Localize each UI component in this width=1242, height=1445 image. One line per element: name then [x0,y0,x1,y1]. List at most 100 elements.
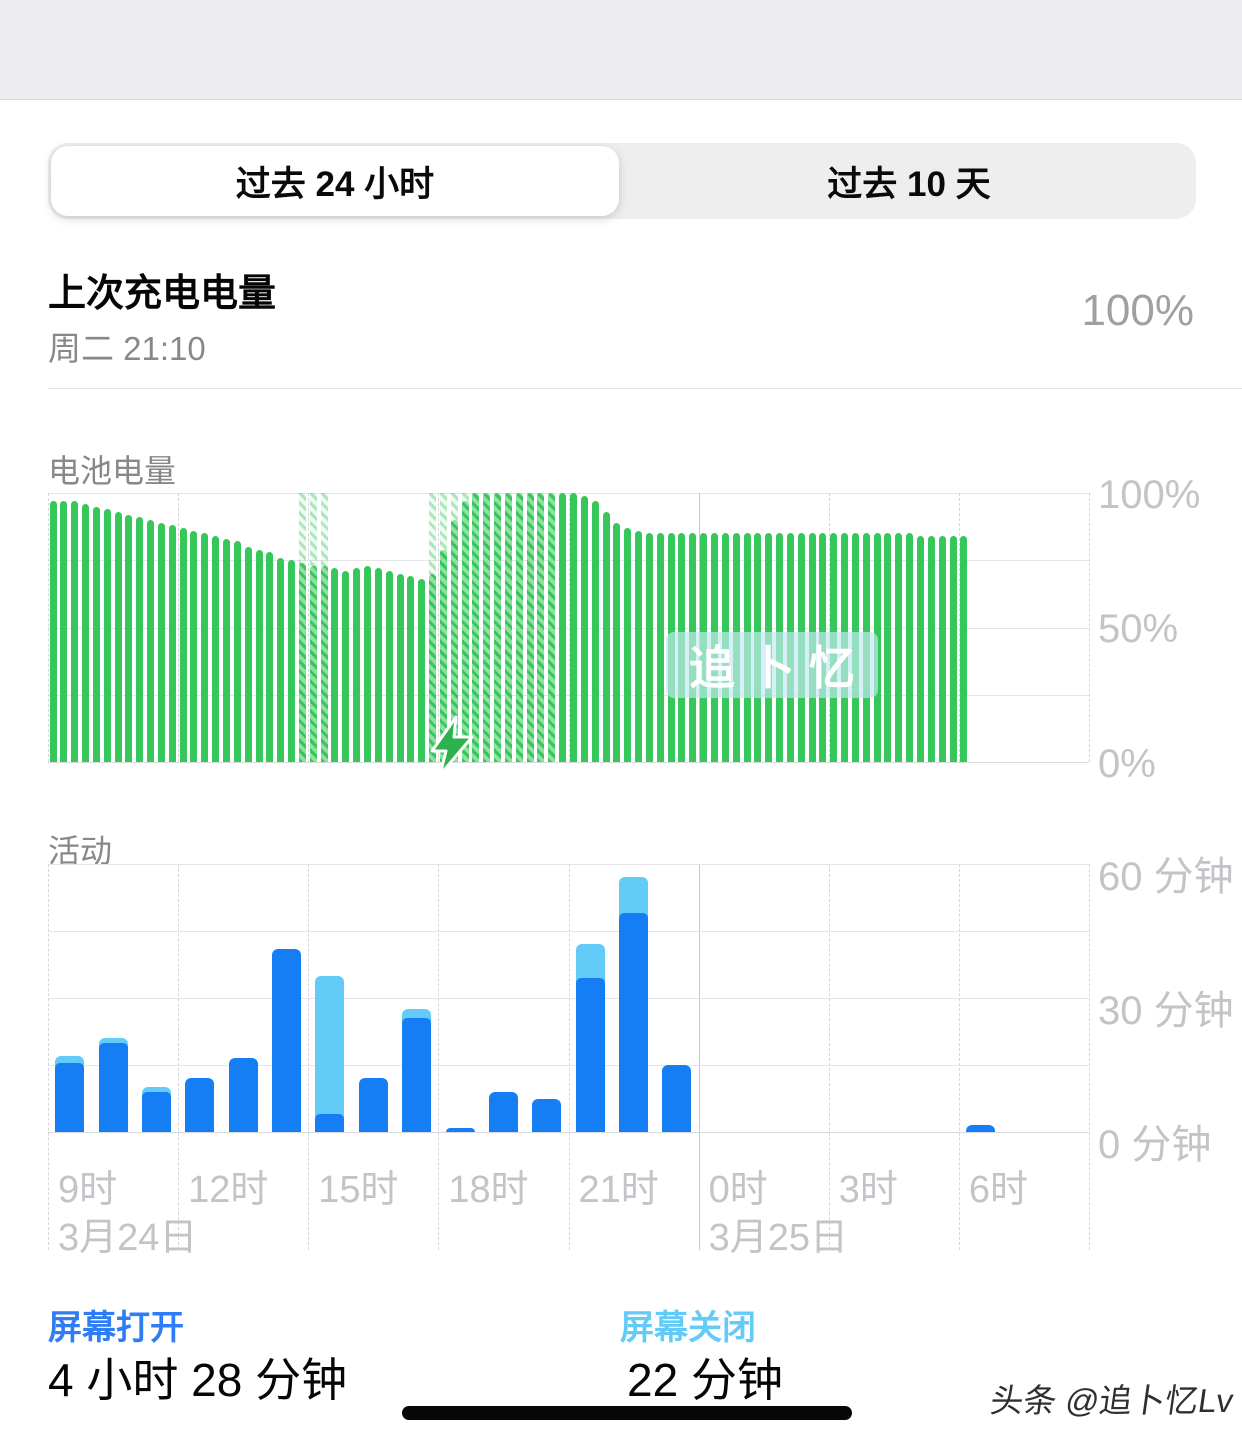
battery-bar[interactable] [689,493,697,762]
battery-bar[interactable] [927,493,935,762]
activity-bar[interactable] [272,948,302,1132]
battery-level-chart[interactable]: 追卜忆 [48,493,1090,777]
activity-bar[interactable] [662,1065,692,1132]
battery-bar[interactable] [602,493,610,762]
battery-bar[interactable] [667,493,675,762]
battery-bar[interactable] [786,493,794,762]
activity-bar[interactable] [315,975,345,1132]
battery-bar[interactable] [342,493,350,762]
battery-bar[interactable] [472,493,480,762]
battery-bar[interactable] [223,493,230,762]
battery-bar[interactable] [873,493,881,762]
battery-bar[interactable] [429,493,437,762]
battery-bar[interactable] [309,493,317,762]
battery-bar[interactable] [190,493,198,762]
battery-bar[interactable] [418,493,426,762]
tab-last-10-days[interactable]: 过去 10 天 [622,143,1196,219]
battery-bar[interactable] [114,493,122,762]
battery-bar[interactable] [255,493,263,762]
activity-bar[interactable] [228,1058,258,1132]
battery-bar[interactable] [917,493,924,762]
battery-bar[interactable] [363,493,371,762]
battery-bar[interactable] [808,493,816,762]
activity-bar[interactable] [402,1009,432,1132]
battery-bar[interactable] [439,493,447,762]
battery-bar[interactable] [515,493,523,762]
battery-bar[interactable] [645,493,653,762]
battery-bar[interactable] [298,493,306,762]
battery-bar[interactable] [92,493,100,762]
battery-bar[interactable] [754,493,762,762]
battery-bar[interactable] [938,493,946,762]
battery-bar[interactable] [851,493,859,762]
battery-bar[interactable] [613,493,621,762]
battery-bar[interactable] [504,493,512,762]
activity-bar[interactable] [488,1091,518,1132]
battery-bar[interactable] [570,493,577,762]
battery-bar[interactable] [906,493,914,762]
battery-bar[interactable] [710,493,718,762]
activity-bar[interactable] [55,1056,85,1132]
battery-bar[interactable] [320,493,328,762]
battery-bar[interactable] [147,493,155,762]
battery-bar[interactable] [201,493,209,762]
activity-bar[interactable] [575,944,605,1132]
activity-bar[interactable] [98,1038,128,1132]
activity-bar[interactable] [966,1125,996,1132]
battery-bar[interactable] [884,493,892,762]
battery-bar[interactable] [385,493,393,762]
tab-last-24-hours[interactable]: 过去 24 小时 [51,146,619,216]
battery-bar[interactable] [895,493,903,762]
battery-bar[interactable] [841,493,849,762]
battery-bar[interactable] [559,493,567,762]
battery-bar[interactable] [49,493,57,762]
activity-bar[interactable] [532,1098,562,1132]
battery-bar[interactable] [71,493,79,762]
battery-bar[interactable] [765,493,773,762]
battery-bar[interactable] [635,493,643,762]
activity-bar[interactable] [358,1078,388,1132]
battery-bar[interactable] [353,493,361,762]
battery-bar[interactable] [168,493,176,762]
battery-bar[interactable] [494,493,502,762]
battery-bar[interactable] [60,493,68,762]
battery-bar[interactable] [450,493,458,762]
battery-bar[interactable] [743,493,751,762]
battery-bar[interactable] [277,493,285,762]
battery-bar[interactable] [374,493,382,762]
battery-bar[interactable] [537,493,545,762]
battery-bar[interactable] [721,493,729,762]
battery-bar[interactable] [396,493,404,762]
battery-bar[interactable] [624,493,632,762]
battery-bar[interactable] [580,493,588,762]
battery-bar[interactable] [288,493,296,762]
battery-bar[interactable] [407,493,415,762]
battery-bar[interactable] [526,493,534,762]
battery-bar[interactable] [678,493,686,762]
battery-bar[interactable] [548,493,556,762]
battery-bar[interactable] [233,493,241,762]
battery-bar[interactable] [862,493,870,762]
activity-bar[interactable] [185,1078,215,1132]
battery-bar[interactable] [157,493,165,762]
battery-bar[interactable] [656,493,664,762]
battery-bar[interactable] [591,493,599,762]
battery-bar[interactable] [797,493,805,762]
battery-bar[interactable] [461,493,469,762]
battery-bar[interactable] [776,493,784,762]
battery-bar[interactable] [103,493,111,762]
home-indicator[interactable] [402,1406,852,1420]
battery-bar[interactable] [82,493,90,762]
battery-bar[interactable] [949,493,957,762]
battery-bar[interactable] [266,493,274,762]
activity-bar[interactable] [619,877,649,1132]
time-range-segmented-control[interactable]: 过去 24 小时 过去 10 天 [48,143,1196,219]
battery-bar[interactable] [700,493,708,762]
battery-bar[interactable] [483,493,491,762]
activity-bar[interactable] [141,1087,171,1132]
battery-bar[interactable] [212,493,220,762]
battery-bar[interactable] [179,493,187,762]
battery-bar[interactable] [830,493,838,762]
battery-bar[interactable] [732,493,740,762]
activity-chart[interactable] [48,864,1089,1133]
